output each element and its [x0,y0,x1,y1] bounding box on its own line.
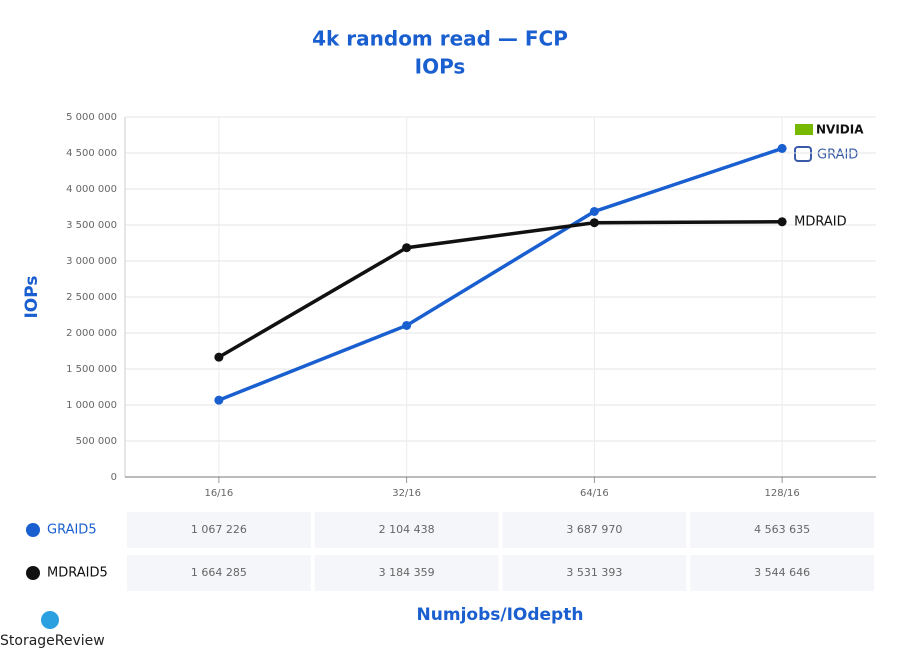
x-tick-label: 128/16 [765,488,800,499]
y-tick-label: 2 500 000 [66,292,117,303]
table-value: 1 664 285 [191,566,247,579]
x-axis-label: Numjobs/IOdepth [417,605,584,625]
watermark: StorageReview [0,633,105,649]
nvidia-logo: NVIDIA [816,123,864,137]
y-tick-label: 1 000 000 [66,400,117,411]
table-cell [690,555,874,591]
watermark-icon [41,611,59,629]
data-point [402,243,412,253]
legend-label: GRAID5 [47,523,97,538]
data-point [402,320,412,330]
table-value: 3 184 359 [379,566,435,579]
table-value: 1 067 226 [191,523,247,536]
table-cell [690,512,874,548]
table-value: 3 531 393 [566,566,622,579]
y-tick-label: 1 500 000 [66,364,117,375]
legend-marker [26,523,40,537]
chart-subtitle: IOPs [415,55,466,79]
legend-marker [26,566,40,580]
chart-title: 4k random read — FCP [312,27,568,51]
nvidia-icon [795,124,813,135]
y-tick-label: 500 000 [76,436,117,447]
y-tick-label: 0 [111,472,117,483]
table-value: 4 563 635 [754,523,810,536]
legend-label: MDRAID5 [47,566,108,581]
data-point [777,217,787,227]
table-cell [127,555,311,591]
x-tick-label: 32/16 [392,488,421,499]
graid-icon [794,146,812,162]
table-value: 2 104 438 [379,523,435,536]
data-point [777,143,787,153]
graid-logo: GRAID [817,148,858,163]
series-line [218,146,783,402]
y-tick-label: 3 000 000 [66,256,117,267]
y-tick-label: 4 000 000 [66,184,117,195]
data-point [589,206,599,216]
table-cell [127,512,311,548]
line-label: MDRAID [794,214,846,229]
y-tick-label: 4 500 000 [66,148,117,159]
y-axis-label: IOPs [22,275,42,318]
data-point [214,352,224,362]
data-point [214,395,224,405]
x-tick-label: 64/16 [580,488,609,499]
x-tick-label: 16/16 [204,488,233,499]
table-cell [314,512,499,548]
table-cell [502,512,687,548]
table-cell [502,555,687,591]
y-tick-label: 2 000 000 [66,328,117,339]
table-value: 3 687 970 [566,523,622,536]
table-cell [314,555,499,591]
table-value: 3 544 646 [754,566,810,579]
y-tick-label: 3 500 000 [66,220,117,231]
series-line [217,220,783,359]
data-point [589,218,599,228]
y-tick-label: 5 000 000 [66,112,117,123]
